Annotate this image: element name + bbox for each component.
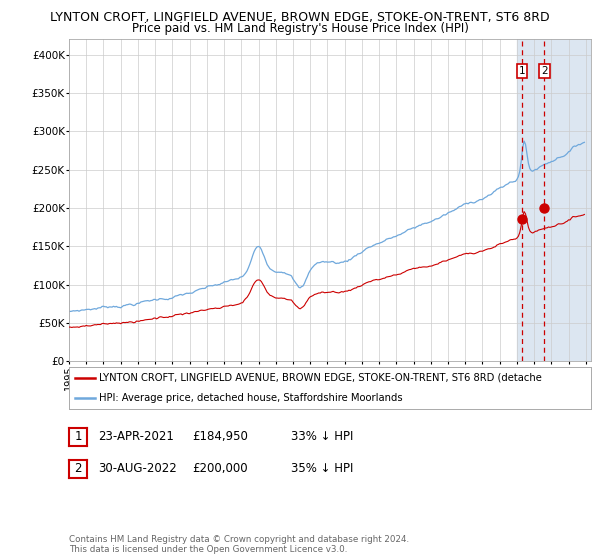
Text: 1: 1 (74, 430, 82, 444)
Text: 33% ↓ HPI: 33% ↓ HPI (291, 430, 353, 444)
Text: 30-AUG-2022: 30-AUG-2022 (98, 462, 176, 475)
Text: 2: 2 (74, 462, 82, 475)
Text: LYNTON CROFT, LINGFIELD AVENUE, BROWN EDGE, STOKE-ON-TRENT, ST6 8RD: LYNTON CROFT, LINGFIELD AVENUE, BROWN ED… (50, 11, 550, 24)
Text: 2: 2 (541, 67, 548, 76)
Text: HPI: Average price, detached house, Staffordshire Moorlands: HPI: Average price, detached house, Staf… (99, 393, 403, 403)
Text: 23-APR-2021: 23-APR-2021 (98, 430, 173, 444)
Text: 35% ↓ HPI: 35% ↓ HPI (291, 462, 353, 475)
Text: 1: 1 (518, 67, 525, 76)
Text: £184,950: £184,950 (192, 430, 248, 444)
Bar (517, 39, 593, 361)
Text: LYNTON CROFT, LINGFIELD AVENUE, BROWN EDGE, STOKE-ON-TRENT, ST6 8RD (detache: LYNTON CROFT, LINGFIELD AVENUE, BROWN ED… (99, 373, 542, 382)
Text: £200,000: £200,000 (192, 462, 248, 475)
Text: Price paid vs. HM Land Registry's House Price Index (HPI): Price paid vs. HM Land Registry's House … (131, 22, 469, 35)
Text: Contains HM Land Registry data © Crown copyright and database right 2024.
This d: Contains HM Land Registry data © Crown c… (69, 535, 409, 554)
